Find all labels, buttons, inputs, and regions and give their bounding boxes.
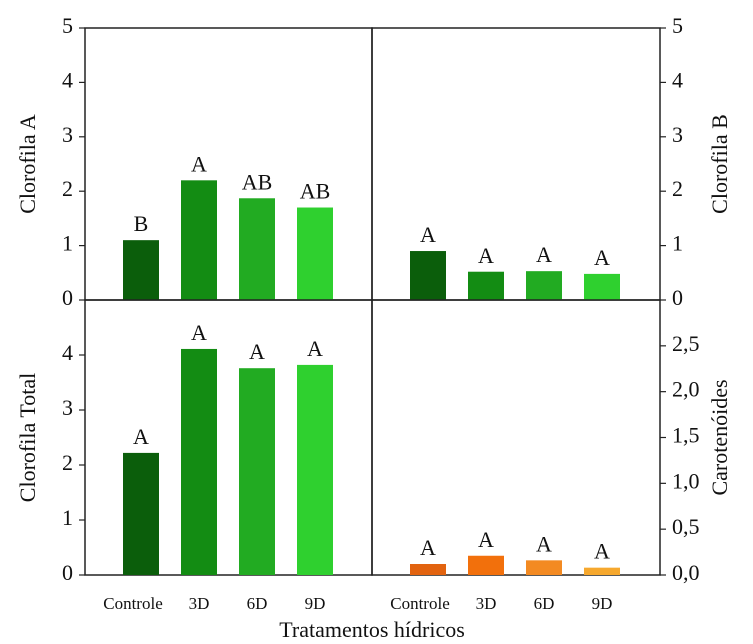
x-tick-label: 6D	[247, 594, 268, 613]
y-tick-label: 4	[62, 67, 73, 92]
y-tick-label: 2,5	[672, 331, 700, 356]
significance-letter: A	[191, 320, 207, 345]
significance-letter: A	[478, 527, 494, 552]
y-axis-title: Carotenóides	[707, 379, 732, 495]
y-tick-label: 2	[62, 450, 73, 475]
bar	[239, 368, 275, 575]
bar	[526, 560, 562, 575]
significance-letter: AB	[300, 179, 331, 204]
significance-letter: A	[594, 539, 610, 564]
y-tick-label: 1,5	[672, 423, 700, 448]
y-tick-label: 4	[672, 67, 683, 92]
bar	[123, 452, 159, 575]
y-tick-label: 0,0	[672, 560, 700, 585]
y-axis-title: Clorofila A	[15, 114, 40, 214]
significance-letter: A	[536, 242, 552, 267]
y-tick-label: 5	[62, 13, 73, 38]
x-tick-label: 9D	[305, 594, 326, 613]
panel-frame	[371, 299, 661, 576]
bar	[410, 564, 446, 575]
y-tick-label: 0	[62, 560, 73, 585]
y-tick-label: 1	[62, 505, 73, 530]
significance-letter: A	[191, 151, 207, 176]
significance-letter: A	[133, 424, 149, 449]
y-tick-label: 3	[672, 122, 683, 147]
x-tick-label: Controle	[103, 594, 163, 613]
significance-letter: A	[420, 535, 436, 560]
significance-letter: A	[307, 336, 323, 361]
y-tick-label: 2,0	[672, 377, 700, 402]
bar	[468, 555, 504, 575]
y-tick-label: 1,0	[672, 468, 700, 493]
bar	[468, 271, 504, 300]
bar	[410, 251, 446, 300]
bar	[239, 198, 275, 300]
bar	[526, 271, 562, 300]
bar	[123, 240, 159, 300]
significance-letter: A	[420, 222, 436, 247]
y-tick-label: 1	[62, 231, 73, 256]
significance-letter: A	[536, 531, 552, 556]
x-tick-label: Controle	[390, 594, 450, 613]
bar	[584, 273, 620, 300]
significance-letter: A	[594, 245, 610, 270]
x-axis-title: Tratamentos hídricos	[279, 617, 465, 642]
y-tick-label: 4	[62, 340, 73, 365]
y-tick-label: 2	[62, 176, 73, 201]
y-tick-label: 0,5	[672, 514, 700, 539]
x-tick-label: 3D	[476, 594, 497, 613]
bar	[181, 348, 217, 575]
bar	[297, 364, 333, 575]
bar	[584, 567, 620, 575]
y-tick-label: 0	[672, 285, 683, 310]
y-tick-label: 0	[62, 285, 73, 310]
y-tick-label: 2	[672, 176, 683, 201]
y-tick-label: 5	[672, 13, 683, 38]
bar	[181, 180, 217, 300]
y-tick-label: 3	[62, 395, 73, 420]
significance-letter: AB	[242, 169, 273, 194]
x-tick-label: 6D	[534, 594, 555, 613]
y-tick-label: 1	[672, 231, 683, 256]
x-tick-label: 9D	[592, 594, 613, 613]
significance-letter: B	[134, 211, 149, 236]
bar	[297, 207, 333, 300]
significance-letter: A	[249, 339, 265, 364]
x-tick-label: 3D	[189, 594, 210, 613]
y-axis-title: Clorofila B	[707, 114, 732, 214]
y-axis-title: Clorofila Total	[15, 373, 40, 502]
significance-letter: A	[478, 243, 494, 268]
y-tick-label: 3	[62, 122, 73, 147]
